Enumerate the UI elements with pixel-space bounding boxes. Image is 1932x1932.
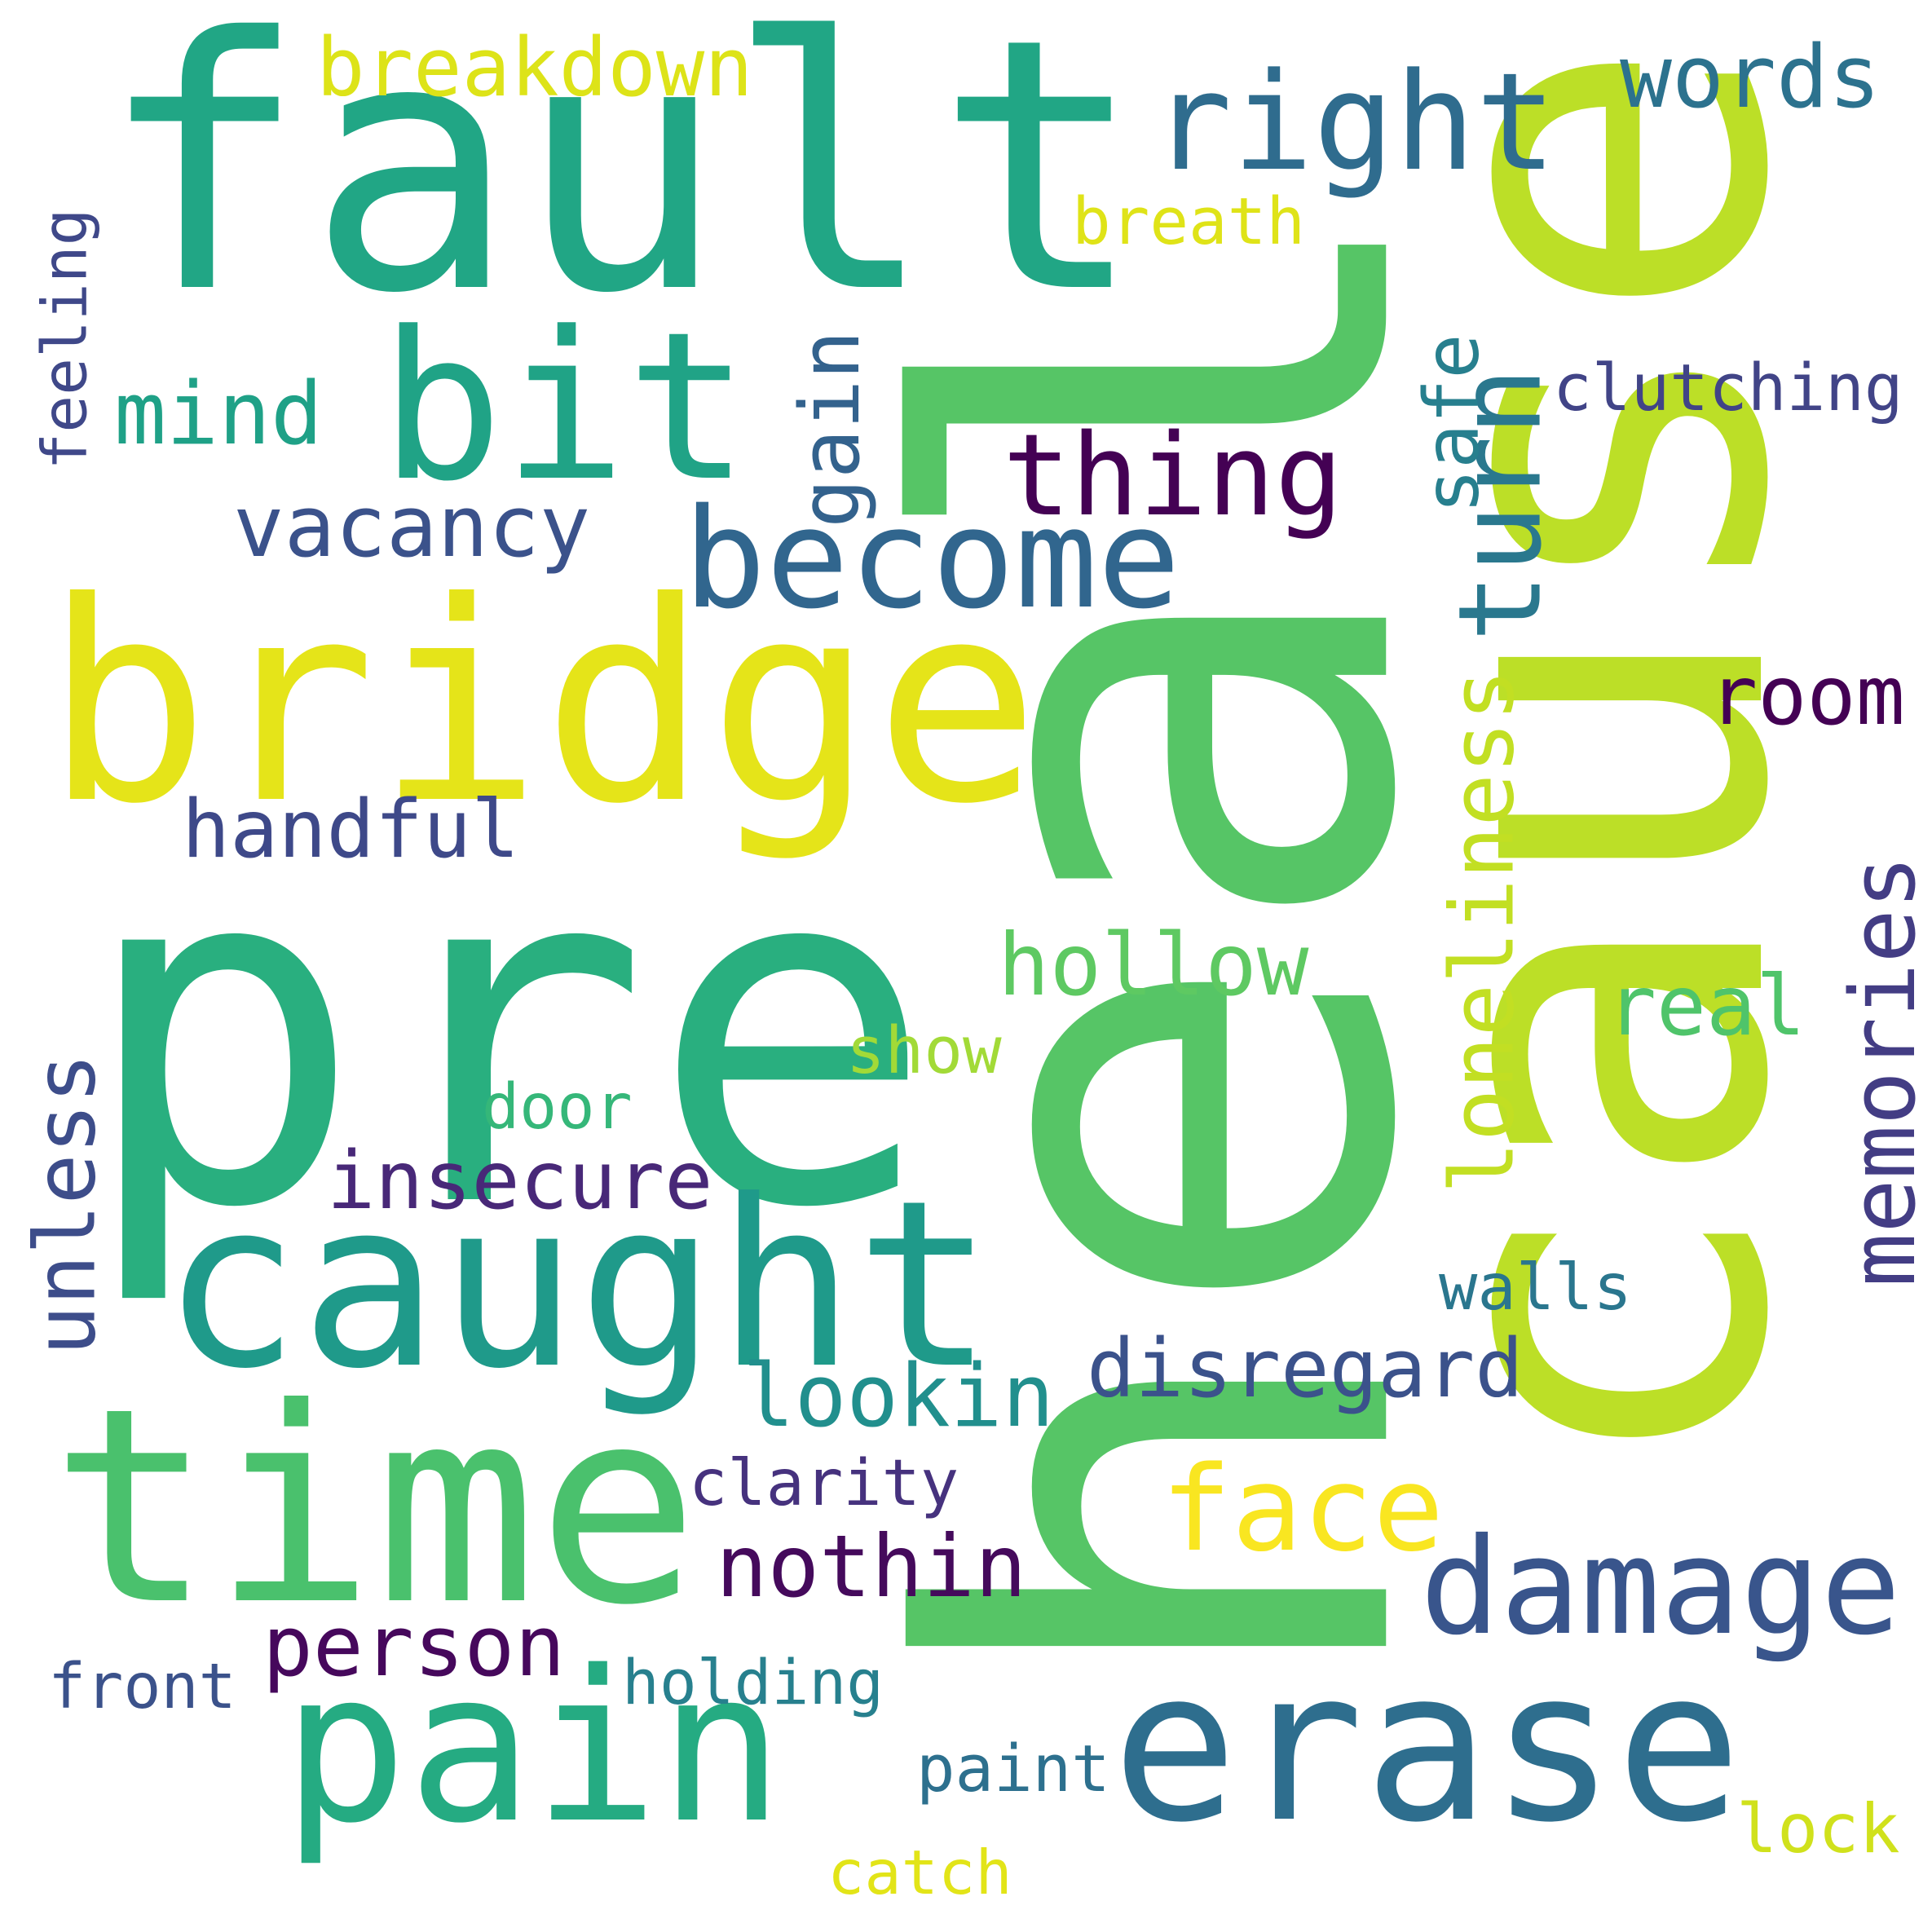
word-unless: unless <box>17 1052 115 1356</box>
word-disregard: disregard <box>1087 1321 1524 1416</box>
word-person: person <box>262 1598 566 1696</box>
word-loneliness: loneliness <box>1432 668 1534 1194</box>
word-become: become <box>683 478 1181 639</box>
word-memories: memories <box>1830 855 1932 1287</box>
word-thing: thing <box>1003 409 1343 542</box>
word-bridge: bridge <box>44 543 1041 865</box>
word-walls: walls <box>1439 1249 1632 1325</box>
word-pain: pain <box>282 1626 785 1869</box>
word-gain: gain <box>781 329 878 528</box>
word-damage: damage <box>1420 1508 1901 1665</box>
word-handful: handful <box>182 783 520 876</box>
word-safe: safe <box>1408 333 1496 514</box>
word-real: real <box>1607 958 1806 1055</box>
word-pre: pre <box>78 760 936 1312</box>
word-feeling: feeling <box>28 208 101 470</box>
word-insecure: insecure <box>327 1134 713 1228</box>
word-hollow: hollow <box>998 915 1309 1016</box>
word-clutching: clutching <box>1553 349 1903 426</box>
word-lock: lock <box>1736 1789 1900 1868</box>
word-fault: fault <box>98 0 1145 370</box>
word-bit: bit <box>380 288 750 527</box>
word-door: door <box>482 1070 633 1144</box>
word-mind: mind <box>114 363 323 465</box>
word-nothin: nothin <box>716 1516 1027 1617</box>
word-right: right <box>1151 43 1557 201</box>
word-room: room <box>1709 648 1905 743</box>
word-time: time <box>51 1350 699 1665</box>
word-catch: catch <box>827 1836 1012 1908</box>
word-vacancy: vacancy <box>233 476 591 576</box>
word-words: words <box>1620 26 1881 128</box>
word-show: show <box>846 1012 1002 1088</box>
word-paint: paint <box>916 1731 1110 1806</box>
word-clarity: clarity <box>689 1445 959 1520</box>
word-front: front <box>48 1650 236 1723</box>
word-holding: holding <box>622 1646 884 1719</box>
word-face: face <box>1161 1441 1445 1579</box>
word-breakdown: breakdown <box>316 20 753 115</box>
word-lookin: lookin <box>743 1345 1055 1446</box>
word-breath: breath <box>1072 183 1306 259</box>
word-erase: erase <box>1112 1625 1742 1869</box>
word-caught: caught <box>161 1150 995 1419</box>
